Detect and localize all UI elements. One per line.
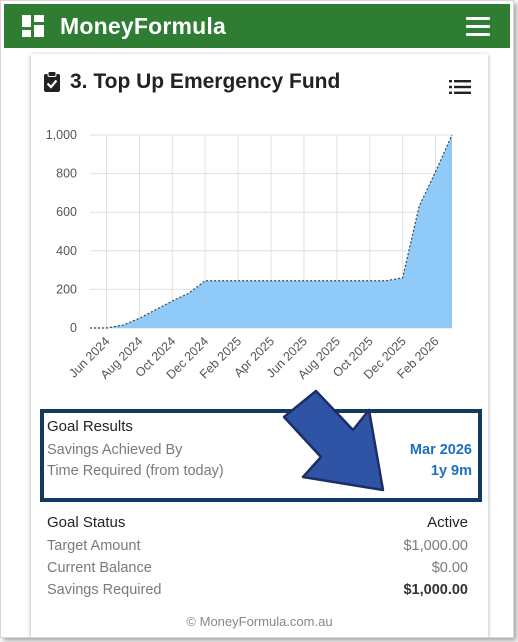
y-tick-label: 1,000 <box>46 128 77 142</box>
list-view-icon[interactable] <box>449 79 471 95</box>
y-tick-label: 600 <box>56 205 77 219</box>
current-balance-value: $0.00 <box>431 560 468 576</box>
goal-results-box: Goal Results Savings Achieved By Mar 202… <box>40 409 482 502</box>
savings-required-value: $1,000.00 <box>403 582 468 598</box>
series-line <box>90 134 453 329</box>
time-required-label: Time Required (from today) <box>47 463 224 479</box>
y-tick-label: 200 <box>56 282 77 296</box>
area-fill <box>90 135 452 328</box>
target-amount-label: Target Amount <box>47 538 141 554</box>
app-title[interactable]: MoneyFormula <box>60 13 226 39</box>
savings-achieved-value: Mar 2026 <box>409 442 472 458</box>
time-required-value: 1y 9m <box>430 463 472 479</box>
copyright-footer: © MoneyFormula.com.au <box>186 614 333 629</box>
hamburger-menu-icon[interactable] <box>466 17 490 36</box>
card-header: 3. Top Up Emergency Fund <box>43 68 340 96</box>
clipboard-check-icon <box>44 71 60 92</box>
dashboard-logo-icon <box>22 15 44 37</box>
current-balance-label: Current Balance <box>47 560 152 576</box>
savings-achieved-label: Savings Achieved By <box>47 442 183 458</box>
card-title: 3. Top Up Emergency Fund <box>70 70 341 93</box>
y-tick-label: 400 <box>56 244 77 258</box>
goal-status-value: Active <box>427 514 468 531</box>
y-tick-label: 800 <box>56 167 77 181</box>
app-header: MoneyFormula <box>4 4 510 48</box>
goal-results-heading: Goal Results <box>47 418 133 435</box>
savings-required-label: Savings Required <box>47 582 162 598</box>
target-amount-value: $1,000.00 <box>403 538 468 554</box>
goal-status-heading: Goal Status <box>47 514 126 531</box>
y-tick-label: 0 <box>70 321 77 335</box>
goal-card: 3. Top Up Emergency Fund 0 200 400 600 800 1,… <box>31 54 488 637</box>
